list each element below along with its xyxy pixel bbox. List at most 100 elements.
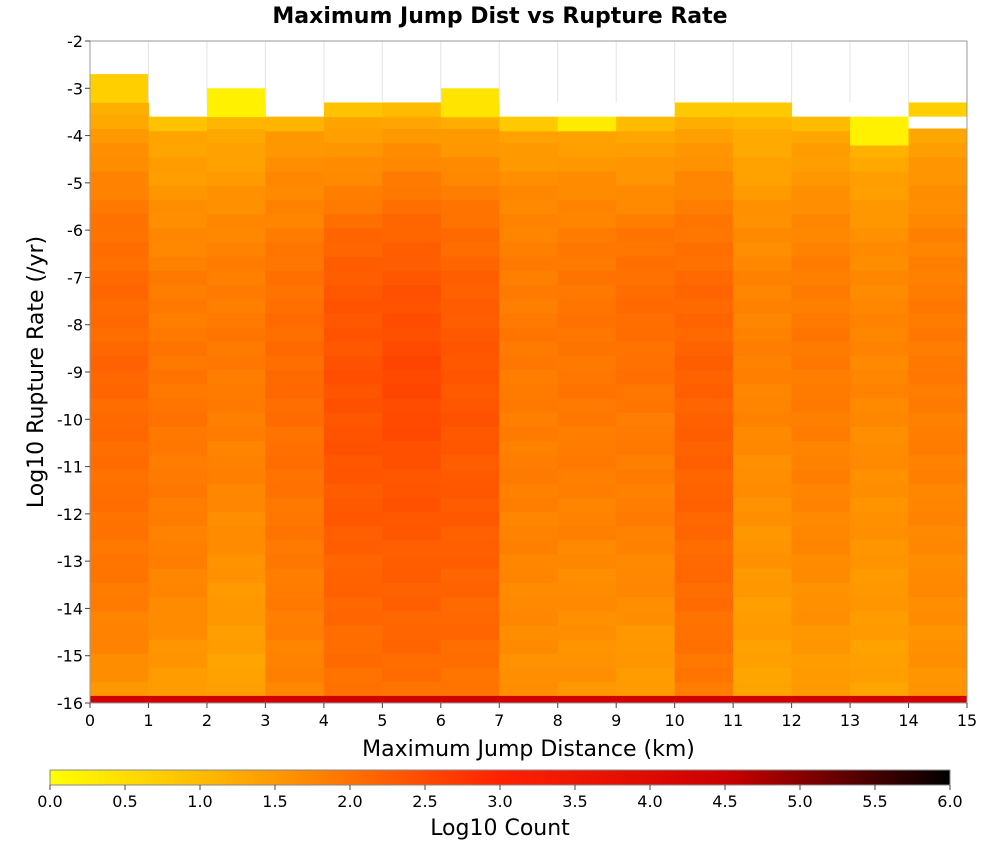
heatmap-cell [499, 624, 559, 640]
heatmap-cell [206, 284, 266, 300]
heatmap-cells [90, 74, 968, 703]
heatmap-cell [499, 227, 559, 243]
heatmap-cell [674, 355, 734, 371]
heatmap-cell [90, 383, 149, 399]
heatmap-cell [323, 483, 383, 498]
heatmap-cell [323, 624, 383, 640]
heatmap-cell [908, 426, 968, 442]
x-tick-label: 9 [611, 711, 621, 730]
heatmap-bottom-cell [674, 695, 734, 703]
heatmap-cell [557, 130, 617, 144]
heatmap-cell [265, 270, 325, 286]
heatmap-cell [499, 284, 559, 300]
heatmap-cell [674, 312, 734, 328]
heatmap-cell [674, 426, 734, 442]
heatmap-cell [499, 156, 559, 172]
heatmap-cell [90, 468, 149, 484]
heatmap-cell [206, 312, 266, 328]
heatmap-cell [206, 440, 266, 456]
heatmap-cell [791, 130, 851, 144]
heatmap-cell [850, 270, 910, 286]
heatmap-cell [206, 681, 266, 697]
heatmap-cell [674, 270, 734, 286]
heatmap-cell [382, 213, 442, 229]
heatmap-cell [206, 610, 266, 626]
x-tick-label: 8 [553, 711, 563, 730]
heatmap-cell [850, 383, 910, 399]
heatmap-cell [206, 256, 266, 271]
heatmap-cell [557, 639, 617, 654]
heatmap-cell [323, 355, 383, 371]
heatmap-cell [265, 483, 325, 498]
heatmap-cell [557, 398, 617, 413]
heatmap-cell [265, 298, 325, 314]
heatmap-cell [557, 171, 617, 186]
heatmap-cell [908, 554, 968, 569]
heatmap-cell [557, 426, 617, 442]
heatmap-cell [908, 327, 968, 342]
heatmap-cell [440, 667, 500, 683]
heatmap-cell-top [908, 102, 968, 118]
heatmap-cell [382, 298, 442, 314]
heatmap-cell [148, 312, 208, 328]
heatmap-cell [90, 568, 149, 583]
heatmap-cell [850, 596, 910, 612]
heatmap-cell [90, 185, 149, 200]
heatmap-cell [791, 327, 851, 342]
heatmap-cell [733, 270, 793, 286]
y-tick-label: -15 [57, 647, 83, 666]
heatmap-cell [440, 554, 500, 569]
heatmap-cell [265, 624, 325, 640]
heatmap-cell [90, 539, 149, 555]
heatmap-cell [616, 483, 676, 498]
heatmap-cell [440, 185, 500, 200]
heatmap-cell [557, 213, 617, 229]
heatmap-cell [850, 156, 910, 172]
heatmap-cell [791, 610, 851, 626]
heatmap-cell-top [148, 116, 208, 132]
heatmap-cell [265, 241, 325, 257]
heatmap-cell [206, 341, 266, 356]
heatmap-cell [206, 327, 266, 342]
heatmap-cell [148, 171, 208, 186]
heatmap-cell [557, 355, 617, 371]
heatmap-cell [382, 171, 442, 186]
heatmap-cell [265, 341, 325, 356]
heatmap-cell [791, 398, 851, 413]
heatmap-cell [616, 412, 676, 427]
heatmap-bottom-cell [323, 695, 383, 703]
heatmap-cell [90, 142, 149, 158]
heatmap-cell [733, 539, 793, 555]
heatmap-cell [90, 667, 149, 683]
heatmap-cell [674, 284, 734, 300]
heatmap-cell [733, 213, 793, 229]
heatmap-cell [674, 610, 734, 626]
heatmap-cell [382, 468, 442, 484]
heatmap-cell [440, 241, 500, 257]
heatmap-cell [557, 199, 617, 215]
y-tick-label: -13 [57, 552, 83, 571]
heatmap-cell [557, 610, 617, 626]
heatmap-cell [265, 383, 325, 399]
heatmap-cell [908, 369, 968, 385]
heatmap-cell [90, 596, 149, 612]
heatmap-cell [557, 511, 617, 527]
heatmap-cell [148, 355, 208, 371]
heatmap-cell [791, 582, 851, 598]
heatmap-cell [90, 213, 149, 229]
heatmap-cell [440, 327, 500, 342]
heatmap-cell [733, 199, 793, 215]
heatmap-cell [733, 171, 793, 186]
x-tick-label: 12 [781, 711, 801, 730]
heatmap-cell [674, 483, 734, 498]
heatmap-cell [499, 398, 559, 413]
y-tick-label: -8 [67, 316, 83, 335]
heatmap-cell [791, 171, 851, 186]
heatmap-cell [674, 497, 734, 512]
heatmap-cell [440, 156, 500, 172]
heatmap-cell [557, 554, 617, 569]
heatmap-cell [733, 454, 793, 470]
heatmap-cell [90, 483, 149, 498]
heatmap-cell [674, 624, 734, 640]
heatmap-cell [674, 383, 734, 399]
